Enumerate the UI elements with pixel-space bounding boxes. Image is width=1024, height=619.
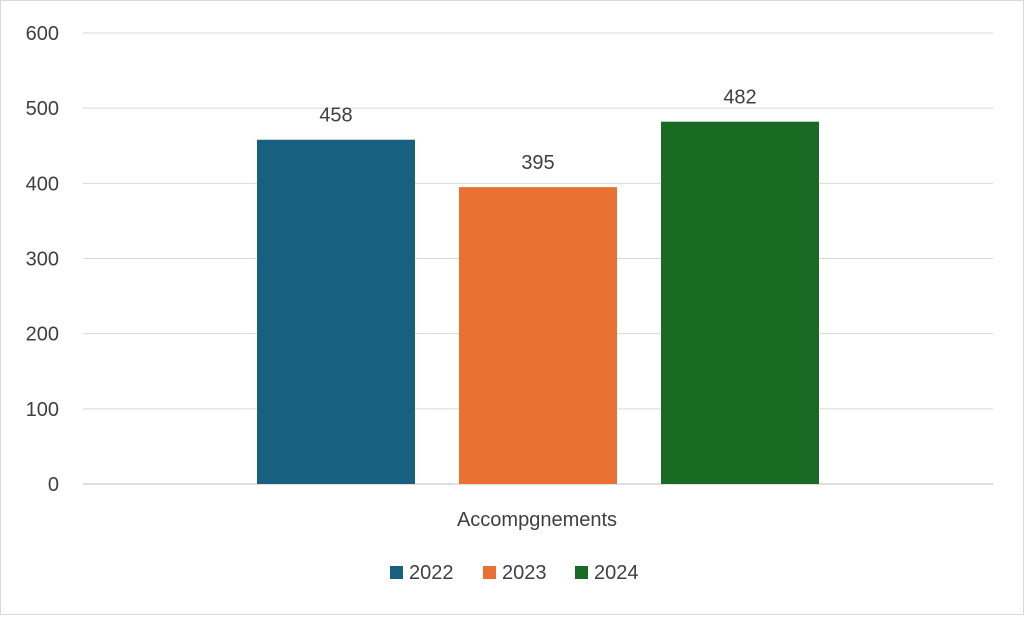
legend: 2022 2023 2024 [390,562,639,584]
y-tick-label: 600 [26,23,59,45]
legend-swatch-2024 [575,566,588,579]
y-tick-label: 400 [26,173,59,195]
y-tick-label: 100 [26,399,59,421]
y-axis: 0 100 200 300 400 500 600 [26,23,59,496]
data-labels: 458 395 482 [319,87,756,174]
x-category-label: Accompgnements [457,509,617,531]
legend-label: 2023 [502,562,547,584]
legend-swatch-2023 [483,566,496,579]
legend-label: 2022 [409,562,454,584]
y-tick-label: 200 [26,324,59,346]
bar-2022 [257,139,415,484]
data-label: 395 [521,152,554,174]
legend-label: 2024 [594,562,639,584]
y-tick-label: 0 [48,474,59,496]
bar-2023 [459,187,617,484]
legend-swatch-2022 [390,566,403,579]
data-label: 482 [723,87,756,109]
y-tick-label: 300 [26,249,59,271]
data-label: 458 [319,105,352,127]
y-tick-label: 500 [26,98,59,120]
bar-2024 [661,121,819,485]
bars [257,121,819,485]
